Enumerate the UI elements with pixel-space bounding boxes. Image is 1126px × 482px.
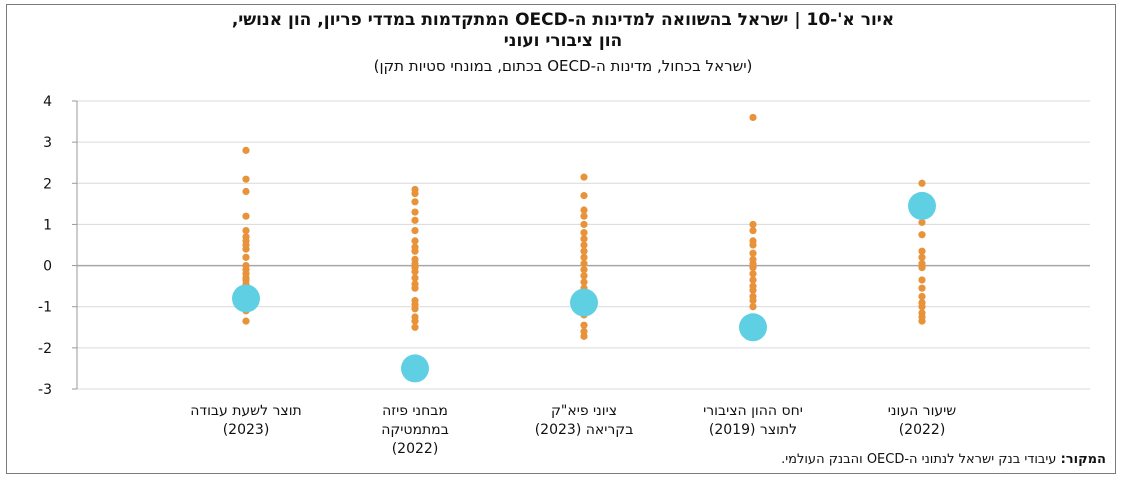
oecd-point: [749, 241, 757, 249]
oecd-point: [411, 216, 419, 224]
chart-title-line1: איור א'-10 | ישראל בהשוואה למדינות ה-OEC…: [231, 10, 895, 30]
source-note: המקור: עיבודי בנק ישראל לנתוני ה-OECD וה…: [781, 452, 1106, 467]
israel-point: [401, 354, 429, 383]
category-label-line: (2022): [391, 441, 439, 457]
chart-title-line2: הון ציבורי ועוני: [503, 31, 623, 51]
oecd-point: [411, 237, 419, 245]
category-label-line: לתוצר (2019): [708, 422, 798, 438]
oecd-point: [749, 270, 757, 278]
oecd-point: [918, 247, 926, 255]
israel-point: [739, 313, 767, 342]
israel-point: [232, 284, 260, 313]
oecd-point: [580, 266, 588, 274]
category-label-public-capital: יחס ההון הציבורי לתוצר (2019): [653, 402, 853, 440]
figure-frame: [6, 4, 1116, 474]
oecd-point: [918, 276, 926, 284]
oecd-point: [580, 259, 588, 268]
oecd-point: [242, 175, 250, 183]
oecd-point: [580, 212, 588, 220]
oecd-point: [749, 286, 757, 294]
oecd-point: [580, 241, 588, 249]
chart-subtitle: (ישראל בכחול, מדינות ה-OECD בכתום, במונח…: [373, 57, 753, 75]
oecd-point: [749, 276, 757, 284]
y-tick-label: -2: [38, 341, 52, 357]
category-label-line: בקריאה (2023): [534, 422, 634, 438]
oecd-point: [918, 231, 926, 239]
oecd-point: [580, 229, 588, 237]
source-text: עיבודי בנק ישראל לנתוני ה-OECD והבנק העו…: [781, 452, 1061, 467]
oecd-point: [918, 218, 926, 226]
oecd-point: [411, 247, 419, 255]
y-tick-label: 4: [43, 94, 52, 110]
oecd-point: [242, 146, 250, 154]
category-label-line: שיעור העוני: [887, 403, 957, 419]
oecd-point: [749, 227, 757, 235]
oecd-point: [580, 220, 588, 229]
oecd-point: [580, 272, 588, 280]
oecd-point: [918, 292, 926, 301]
oecd-point: [242, 253, 250, 261]
oecd-point: [749, 113, 757, 122]
oecd-point: [242, 317, 250, 325]
oecd-point: [411, 323, 419, 331]
source-label: המקור:: [1060, 452, 1106, 467]
oecd-point: [580, 247, 588, 255]
y-tick-label: -3: [38, 382, 52, 398]
category-label-line: מבחני פיזה: [382, 403, 448, 419]
israel-point: [908, 191, 936, 220]
category-label-poverty: שיעור העוני (2022): [822, 402, 1022, 440]
category-label-line: (2023): [222, 422, 270, 438]
oecd-point: [580, 192, 588, 200]
oecd-point: [749, 220, 757, 229]
oecd-point: [411, 198, 419, 206]
oecd-point: [580, 235, 588, 243]
category-label-productivity: תוצר לשעת עבודה (2023): [146, 402, 346, 440]
oecd-point: [242, 212, 250, 220]
oecd-point: [918, 264, 926, 272]
oecd-point: [411, 284, 419, 292]
oecd-point: [580, 206, 588, 214]
oecd-point: [749, 264, 757, 272]
oecd-point: [411, 305, 419, 313]
oecd-point: [580, 173, 588, 181]
oecd-point: [411, 274, 419, 282]
oecd-point: [918, 303, 926, 311]
y-tick-label: 2: [43, 176, 52, 192]
oecd-point: [411, 208, 419, 216]
oecd-point: [411, 317, 419, 325]
oecd-point: [242, 245, 250, 253]
oecd-point: [580, 327, 588, 335]
oecd-point: [918, 253, 926, 261]
category-label-line: (2022): [898, 422, 946, 438]
category-label-pisa: מבחני פיזה במתמטיקה (2022): [315, 402, 515, 459]
oecd-point: [580, 321, 588, 329]
y-tick-label: 1: [43, 217, 52, 233]
oecd-point: [411, 189, 419, 198]
y-tick-label: 3: [43, 135, 52, 151]
oecd-point: [411, 227, 419, 235]
oecd-point: [242, 187, 250, 196]
category-label-line: במתמטיקה: [381, 422, 449, 438]
oecd-point: [749, 296, 757, 305]
oecd-point: [242, 227, 250, 235]
oecd-point: [411, 268, 419, 276]
oecd-point: [580, 253, 588, 261]
oecd-point: [918, 284, 926, 292]
category-label-line: ציוני פיא"ק: [550, 403, 618, 419]
israel-point: [570, 288, 598, 317]
category-label-line: תוצר לשעת עבודה: [190, 403, 302, 419]
oecd-point: [918, 179, 926, 187]
category-label-line: יחס ההון הציבורי: [703, 403, 803, 419]
oecd-point: [918, 317, 926, 325]
oecd-point: [749, 249, 757, 257]
oecd-point: [580, 332, 588, 340]
oecd-point: [580, 278, 588, 286]
oecd-point: [749, 303, 757, 311]
category-label-piaac: ציוני פיא"ק בקריאה (2023): [484, 402, 684, 440]
y-tick-label: 0: [43, 259, 52, 275]
y-tick-label: -1: [38, 300, 52, 316]
